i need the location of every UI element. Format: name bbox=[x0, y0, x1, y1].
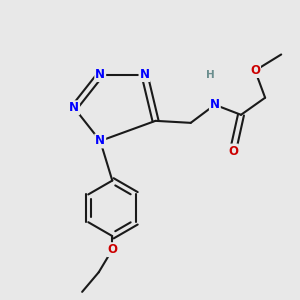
Text: O: O bbox=[228, 145, 238, 158]
Text: N: N bbox=[140, 68, 149, 81]
Text: O: O bbox=[107, 243, 117, 256]
Text: N: N bbox=[210, 98, 220, 111]
Text: N: N bbox=[95, 134, 105, 148]
Text: H: H bbox=[206, 70, 215, 80]
Text: O: O bbox=[250, 64, 260, 77]
Text: N: N bbox=[69, 101, 79, 114]
Text: N: N bbox=[95, 68, 105, 81]
